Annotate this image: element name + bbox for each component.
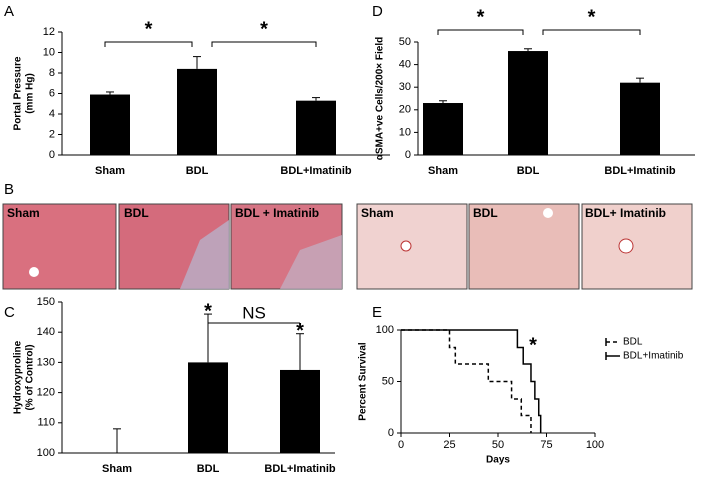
panel-letter: E [372, 304, 382, 321]
x-tick-label: 100 [586, 439, 604, 451]
y-tick-label: 0 [49, 149, 55, 161]
image [356, 203, 468, 290]
x-tick-label: BDL [197, 463, 220, 475]
x-tick-label: 75 [540, 439, 552, 451]
x-tick-label: BDL [186, 165, 209, 177]
image-label: BDL [124, 206, 149, 220]
panel-letter: A [4, 3, 14, 20]
bar [508, 51, 548, 155]
y-tick-label: 0 [388, 427, 394, 439]
image-label: BDL [473, 206, 498, 220]
bar [423, 103, 463, 155]
x-tick-label: BDL+Imatinib [604, 165, 675, 177]
y-tick-label: 50 [382, 375, 394, 387]
image [2, 203, 117, 290]
survival-line [401, 329, 542, 433]
significance: NS [242, 303, 266, 322]
x-tick-label: Sham [102, 463, 132, 475]
x-tick-label: BDL [517, 165, 540, 177]
bracket [211, 41, 317, 47]
bar [90, 94, 130, 155]
y-tick-label: 150 [37, 296, 55, 308]
bracket [437, 29, 524, 35]
bracket [104, 41, 193, 47]
y-tick-label: 120 [37, 387, 55, 399]
x-tick-label: 0 [398, 439, 404, 451]
vessel [543, 208, 553, 218]
x-axis-label: Days [486, 455, 510, 466]
y-tick-label: 100 [37, 447, 55, 459]
legend-label: BDL [623, 337, 643, 348]
bar [280, 369, 320, 453]
fibrosis [180, 220, 229, 289]
panel-letter: D [372, 3, 383, 20]
y-axis-label: αSMA+ve Cells/200× Field [375, 37, 386, 160]
bar [620, 82, 660, 155]
bar [296, 100, 336, 155]
panel-letter: B [4, 181, 14, 198]
x-tick-label: 25 [443, 439, 455, 451]
legend-label: BDL+Imatinib [623, 351, 684, 362]
y-tick-label: 140 [37, 326, 55, 338]
significance: * [145, 18, 153, 40]
y-tick-label: 4 [49, 108, 55, 120]
y-axis-label: Portal Pressure [13, 56, 24, 130]
bracket [542, 29, 641, 35]
y-axis-label: (mm Hg) [25, 73, 36, 114]
image-label: BDL+ Imatinib [585, 206, 666, 220]
x-tick-label: BDL+Imatinib [264, 463, 335, 475]
histology-panel: B Sham BDL BDL + Imatinib Sham BDL BDL+ … [2, 181, 693, 290]
x-tick-label: BDL+Imatinib [280, 165, 351, 177]
y-axis-label: Percent Survival [358, 342, 369, 421]
bar [177, 68, 217, 155]
survival-line [401, 329, 532, 433]
image [468, 203, 580, 290]
image-label: Sham [361, 206, 394, 220]
vessel [618, 238, 634, 254]
significance: * [204, 300, 212, 322]
y-tick-label: 2 [49, 128, 55, 140]
y-axis-label: Hydroxyproline [13, 340, 24, 414]
bar [188, 362, 228, 453]
image [581, 203, 693, 290]
y-tick-label: 130 [37, 356, 55, 368]
y-tick-label: 100 [376, 324, 394, 336]
x-tick-label: 50 [492, 439, 504, 451]
significance: * [477, 6, 485, 28]
y-tick-label: 30 [399, 81, 411, 93]
y-tick-label: 50 [399, 36, 411, 48]
x-tick-label: Sham [95, 165, 125, 177]
significance: * [296, 320, 304, 342]
y-tick-label: 0 [405, 149, 411, 161]
significance: * [260, 18, 268, 40]
vessel [400, 240, 412, 252]
y-tick-label: 10 [43, 46, 55, 58]
vessel [29, 267, 39, 277]
y-tick-label: 6 [49, 87, 55, 99]
image-label: BDL + Imatinib [235, 206, 319, 220]
significance: * [588, 6, 596, 28]
panel-letter: C [4, 304, 15, 321]
y-tick-label: 12 [43, 26, 55, 38]
image-label: Sham [7, 206, 40, 220]
x-tick-label: Sham [428, 165, 458, 177]
y-axis-label: (% of Control) [25, 344, 36, 410]
y-tick-label: 110 [37, 417, 55, 429]
y-tick-label: 40 [399, 59, 411, 71]
y-tick-label: 10 [399, 126, 411, 138]
y-tick-label: 20 [399, 104, 411, 116]
fibrosis [280, 235, 342, 289]
significance: * [529, 334, 537, 356]
y-tick-label: 8 [49, 67, 55, 79]
